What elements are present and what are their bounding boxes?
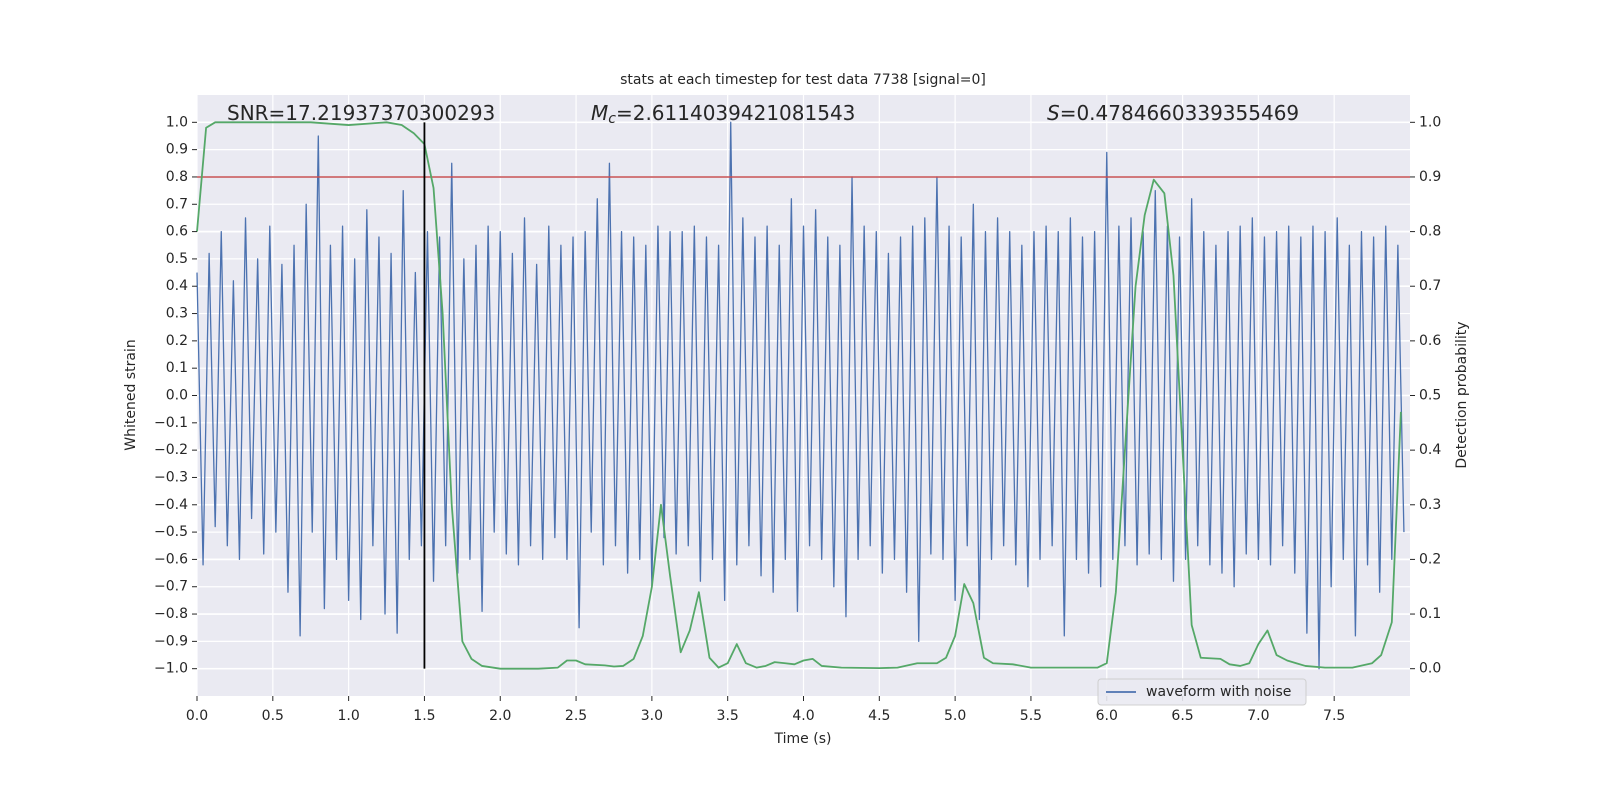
- annotation-symbol: M: [591, 101, 608, 125]
- y-tick-label: −0.7: [154, 579, 188, 595]
- annotation: Mc=2.6114039421081543: [591, 101, 855, 128]
- y-tick-label: 0.9: [166, 142, 188, 158]
- x-tick-label: 0.5: [262, 708, 284, 724]
- x-tick-label: 6.0: [1096, 708, 1118, 724]
- y-axis-label: Whitened strain: [123, 339, 139, 450]
- x-tick-label: 2.5: [565, 708, 587, 724]
- y-tick-label: 0.4: [166, 278, 188, 294]
- y2-tick-label: 0.8: [1419, 224, 1441, 240]
- y2-tick-label: 0.0: [1419, 661, 1441, 677]
- x-tick-label: 7.5: [1323, 708, 1345, 724]
- y-tick-label: −0.2: [154, 442, 188, 458]
- marks: [196, 121, 1410, 670]
- x-axis-label: Time (s): [774, 731, 832, 747]
- y2-tick-label: 0.4: [1419, 442, 1441, 458]
- y2-tick-label: 0.2: [1419, 551, 1441, 567]
- annotation-text: SNR=17.21937370300293: [227, 101, 495, 125]
- y2-tick-label: 0.3: [1419, 497, 1441, 513]
- y-tick-label: 0.5: [166, 251, 188, 267]
- x-tick-label: 1.0: [337, 708, 359, 724]
- y-tick-label: 0.6: [166, 224, 188, 240]
- legend-label: waveform with noise: [1146, 684, 1291, 700]
- y-tick-label: 0.2: [166, 333, 188, 349]
- y-tick-label: −0.1: [154, 415, 188, 431]
- x-tick-label: 4.0: [792, 708, 814, 724]
- x-tick-label: 4.5: [868, 708, 890, 724]
- annotation: SNR=17.21937370300293: [227, 101, 495, 125]
- x-tick-label: 3.0: [641, 708, 663, 724]
- y-tick-label: −1.0: [154, 661, 188, 677]
- legend-box: [1097, 678, 1307, 706]
- x-tick-label: 5.0: [944, 708, 966, 724]
- y-tick-label: 0.8: [166, 169, 188, 185]
- annotation-text: =2.6114039421081543: [616, 101, 855, 125]
- waveform-line: [196, 121, 1405, 670]
- y2-axis-label: Detection probability: [1454, 321, 1470, 468]
- y-tick-label: 0.1: [166, 360, 188, 376]
- x-tick-label: 0.0: [186, 708, 208, 724]
- x-tick-label: 1.5: [413, 708, 435, 724]
- annotation: S=0.4784660339355469: [1047, 101, 1299, 125]
- x-tick-label: 3.5: [717, 708, 739, 724]
- y-tick-label: 1.0: [166, 114, 188, 130]
- y-tick-label: −0.6: [154, 551, 188, 567]
- y-tick-label: −0.4: [154, 497, 188, 513]
- y2-tick-label: 0.7: [1419, 278, 1441, 294]
- y2-tick-label: 1.0: [1419, 114, 1441, 130]
- x-tick-label: 7.0: [1247, 708, 1269, 724]
- y-tick-label: −0.5: [154, 524, 188, 540]
- x-tick-label: 2.0: [489, 708, 511, 724]
- y2-tick-label: 0.5: [1419, 388, 1441, 404]
- y2-tick-label: 0.6: [1419, 333, 1441, 349]
- probability-line: [196, 121, 1402, 670]
- y-tick-label: 0.0: [166, 388, 188, 404]
- annotation-symbol: S: [1047, 101, 1060, 125]
- y-tick-label: 0.3: [166, 306, 188, 322]
- chart-title: stats at each timestep for test data 773…: [620, 72, 986, 88]
- y2-tick-label: 0.1: [1419, 606, 1441, 622]
- y-tick-label: −0.8: [154, 606, 188, 622]
- annotation-subscript: c: [608, 111, 616, 127]
- x-tick-label: 5.5: [1020, 708, 1042, 724]
- x-tick-label: 6.5: [1171, 708, 1193, 724]
- annotation-text: =0.4784660339355469: [1060, 101, 1299, 125]
- y2-tick-label: 0.9: [1419, 169, 1441, 185]
- y-tick-label: −0.3: [154, 469, 188, 485]
- y-tick-label: 0.7: [166, 196, 188, 212]
- y-tick-label: −0.9: [154, 633, 188, 649]
